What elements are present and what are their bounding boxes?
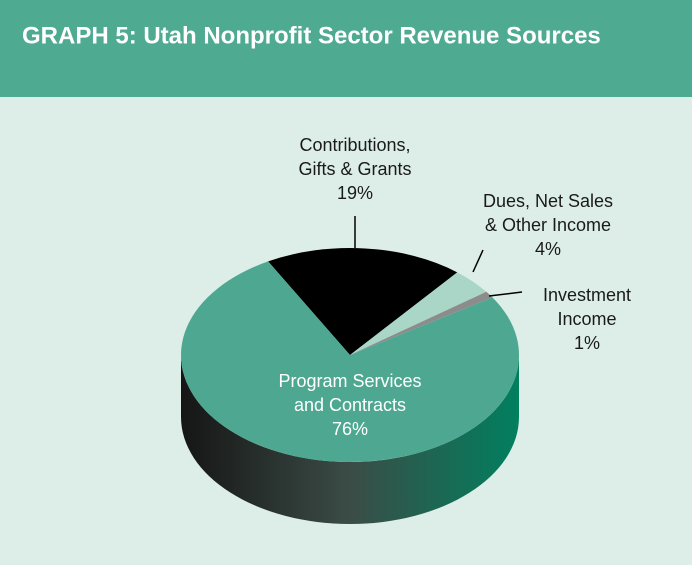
value-label: 4% [534,239,561,259]
pie-slice [181,261,520,462]
slice-label: Dues, Net Sales & Other Income 4% [483,189,613,261]
value-label: 19% [336,183,374,203]
pie-slice [350,291,493,355]
leader-line [488,291,523,297]
slice-label: Investment Income 1% [543,283,631,355]
pie-slice [268,248,458,355]
leader-line [472,249,484,273]
value-label: 1% [573,333,601,353]
value-label: 76% [331,419,369,439]
slice-label: Contributions, Gifts & Grants 19% [298,133,411,205]
slice-label: Program Services and Contracts 76% [278,369,421,441]
category-label: Dues, Net Sales & Other Income [482,191,614,235]
category-label: Program Services and Contracts [278,371,422,415]
category-label: Contributions, Gifts & Grants [298,135,412,179]
pie-slice [350,272,487,355]
header [0,0,692,97]
chart-title: GRAPH 5: Utah Nonprofit Sector Revenue S… [22,22,601,49]
pie-side [181,355,519,524]
category-label: Investment Income [542,285,632,329]
